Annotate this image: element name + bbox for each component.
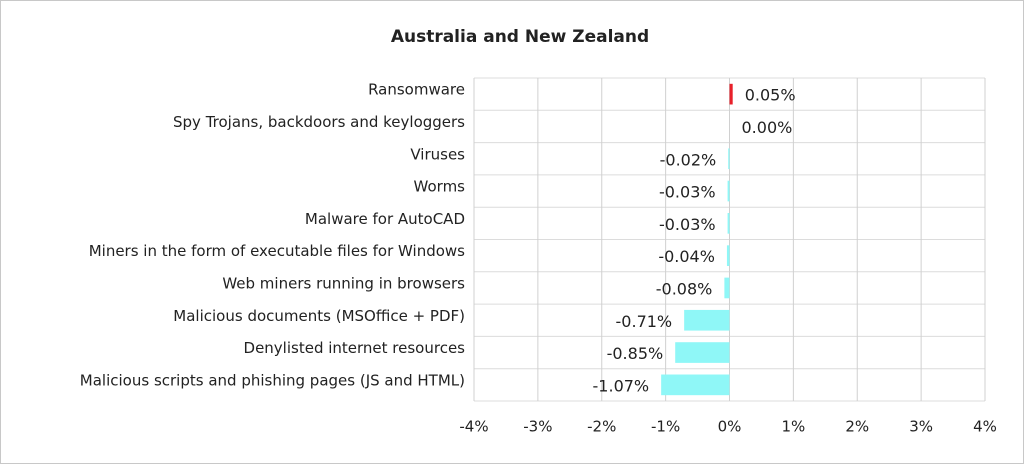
value-label: -0.85% xyxy=(607,344,664,363)
y-tick-label: Worms xyxy=(414,178,466,196)
bar xyxy=(684,309,730,331)
x-tick-label: 2% xyxy=(845,418,869,436)
value-label: -0.08% xyxy=(656,279,713,298)
chart-title: Australia and New Zealand xyxy=(391,27,649,47)
x-tick-label: 4% xyxy=(973,418,997,436)
y-tick-label: Spy Trojans, backdoors and keyloggers xyxy=(173,113,465,131)
y-tick-label: Viruses xyxy=(410,145,465,163)
value-label: 0.00% xyxy=(742,118,793,137)
x-tick-label: 0% xyxy=(718,418,742,436)
value-label: -0.04% xyxy=(658,247,715,266)
bar xyxy=(729,83,733,105)
value-label: -1.07% xyxy=(593,376,650,395)
bar xyxy=(675,342,730,363)
y-tick-label: Ransomware xyxy=(368,81,465,99)
x-tick-label: -3% xyxy=(523,418,552,436)
bar xyxy=(728,148,730,170)
value-label: -0.02% xyxy=(660,150,717,169)
y-tick-label: Denylisted internet resources xyxy=(244,339,466,357)
x-tick-label: -1% xyxy=(651,418,680,436)
x-tick-label: 1% xyxy=(781,418,805,436)
value-label: -0.03% xyxy=(659,215,716,234)
y-tick-label: Web miners running in browsers xyxy=(222,274,465,292)
value-label: -0.03% xyxy=(659,183,716,202)
value-label: -0.71% xyxy=(616,312,673,331)
y-tick-label: Miners in the form of executable files f… xyxy=(89,242,465,260)
x-tick-label: 3% xyxy=(909,418,933,436)
bar xyxy=(726,245,730,266)
bar xyxy=(727,213,730,234)
y-tick-label: Malicious scripts and phishing pages (JS… xyxy=(80,371,465,389)
x-tick-label: -4% xyxy=(459,418,488,436)
y-tick-label: Malware for AutoCAD xyxy=(305,210,465,228)
bar xyxy=(727,180,730,202)
y-tick-label: Malicious documents (MSOffice + PDF) xyxy=(173,307,465,325)
value-label: 0.05% xyxy=(745,86,796,105)
bar xyxy=(661,374,730,396)
x-tick-label: -2% xyxy=(587,418,616,436)
bar xyxy=(724,277,730,299)
